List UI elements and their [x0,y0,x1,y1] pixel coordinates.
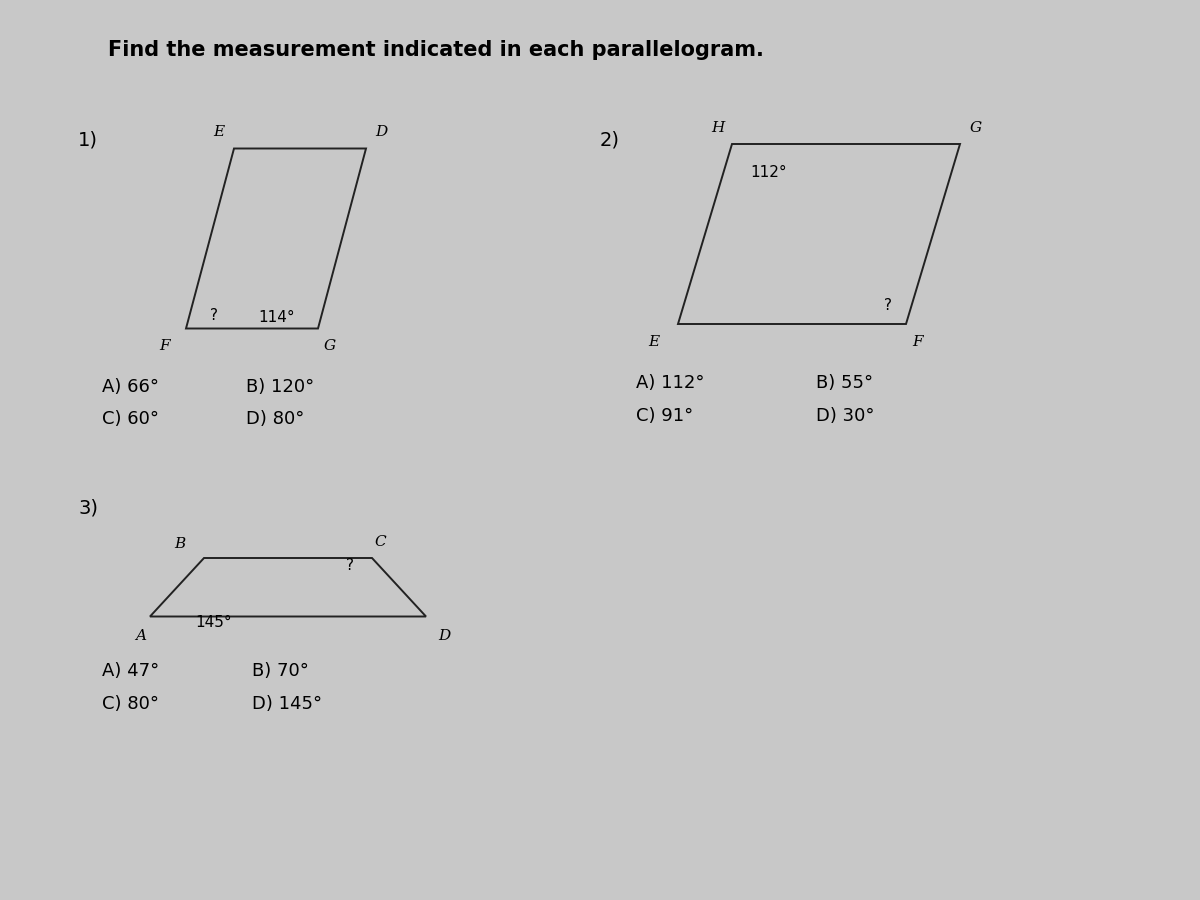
Text: B) 120°: B) 120° [246,378,314,396]
Text: 145°: 145° [196,616,233,630]
Text: C: C [374,535,386,549]
Text: D) 80°: D) 80° [246,410,305,427]
Text: ?: ? [347,558,354,572]
Text: G: G [324,339,336,354]
Text: D: D [376,125,388,140]
Text: F: F [913,335,923,349]
Text: B: B [174,536,186,551]
Text: 1): 1) [78,130,98,149]
Text: E: E [648,335,660,349]
Text: A) 47°: A) 47° [102,662,160,680]
Text: ?: ? [210,308,217,322]
Text: D) 145°: D) 145° [252,695,322,713]
Text: D: D [438,629,450,643]
Text: F: F [160,339,169,354]
Text: 114°: 114° [258,310,295,325]
Text: A: A [134,629,146,643]
Text: B) 70°: B) 70° [252,662,308,680]
Text: G: G [970,121,982,135]
Text: C) 91°: C) 91° [636,407,694,425]
Text: A) 112°: A) 112° [636,374,704,392]
Text: C) 60°: C) 60° [102,410,158,427]
Text: ?: ? [884,299,892,313]
Text: D) 30°: D) 30° [816,407,875,425]
Text: 2): 2) [600,130,620,149]
Text: Find the measurement indicated in each parallelogram.: Find the measurement indicated in each p… [108,40,764,59]
Text: 3): 3) [78,499,98,518]
Text: 112°: 112° [750,166,787,180]
Text: E: E [212,125,224,140]
Text: B) 55°: B) 55° [816,374,874,392]
Text: H: H [710,121,725,135]
Text: C) 80°: C) 80° [102,695,158,713]
Text: A) 66°: A) 66° [102,378,158,396]
